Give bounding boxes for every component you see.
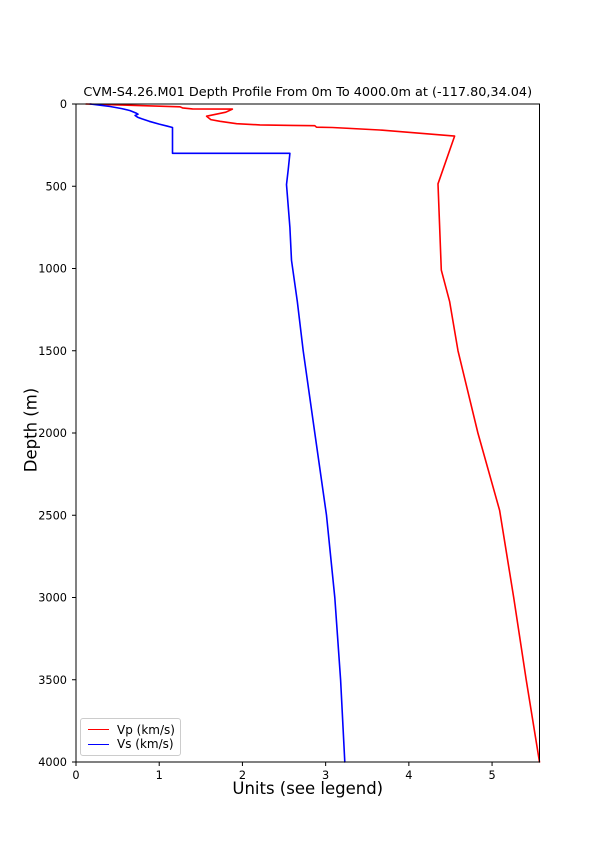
y-tick-label: 3000 bbox=[38, 592, 67, 605]
y-tick-label: 1500 bbox=[38, 345, 67, 358]
y-axis-label: Depth (m) bbox=[21, 387, 41, 473]
y-tick-label: 2500 bbox=[38, 509, 67, 522]
vp-line-swatch bbox=[88, 729, 109, 731]
x-tick-label: 2 bbox=[239, 769, 246, 782]
x-tick-label: 4 bbox=[405, 769, 412, 782]
y-tick-label: 3500 bbox=[38, 674, 67, 687]
legend-label-vp: Vp (km/s) bbox=[117, 722, 175, 737]
vs-line bbox=[89, 103, 346, 763]
legend-item-vs: Vs (km/s) bbox=[88, 738, 180, 750]
x-tick-label: 1 bbox=[156, 769, 163, 782]
vp-line bbox=[85, 103, 541, 763]
chart-title: CVM-S4.26.M01 Depth Profile From 0m To 4… bbox=[83, 85, 533, 100]
y-tick-label: 1000 bbox=[38, 263, 67, 276]
legend-label-vs: Vs (km/s) bbox=[117, 737, 174, 752]
x-tick-label: 0 bbox=[72, 769, 79, 782]
y-tick-label: 4000 bbox=[38, 756, 67, 769]
legend: Vp (km/s) Vs (km/s) bbox=[80, 718, 181, 756]
x-axis-label: Units (see legend) bbox=[232, 779, 384, 798]
x-tick-label: 3 bbox=[322, 769, 329, 782]
plot-border bbox=[75, 103, 540, 763]
vs-line-swatch bbox=[88, 743, 109, 745]
legend-item-vp: Vp (km/s) bbox=[88, 724, 180, 736]
y-tick-label: 500 bbox=[45, 180, 67, 193]
y-tick-label: 0 bbox=[60, 98, 67, 111]
x-tick-label: 5 bbox=[488, 769, 495, 782]
y-tick-label: 2000 bbox=[38, 427, 67, 440]
